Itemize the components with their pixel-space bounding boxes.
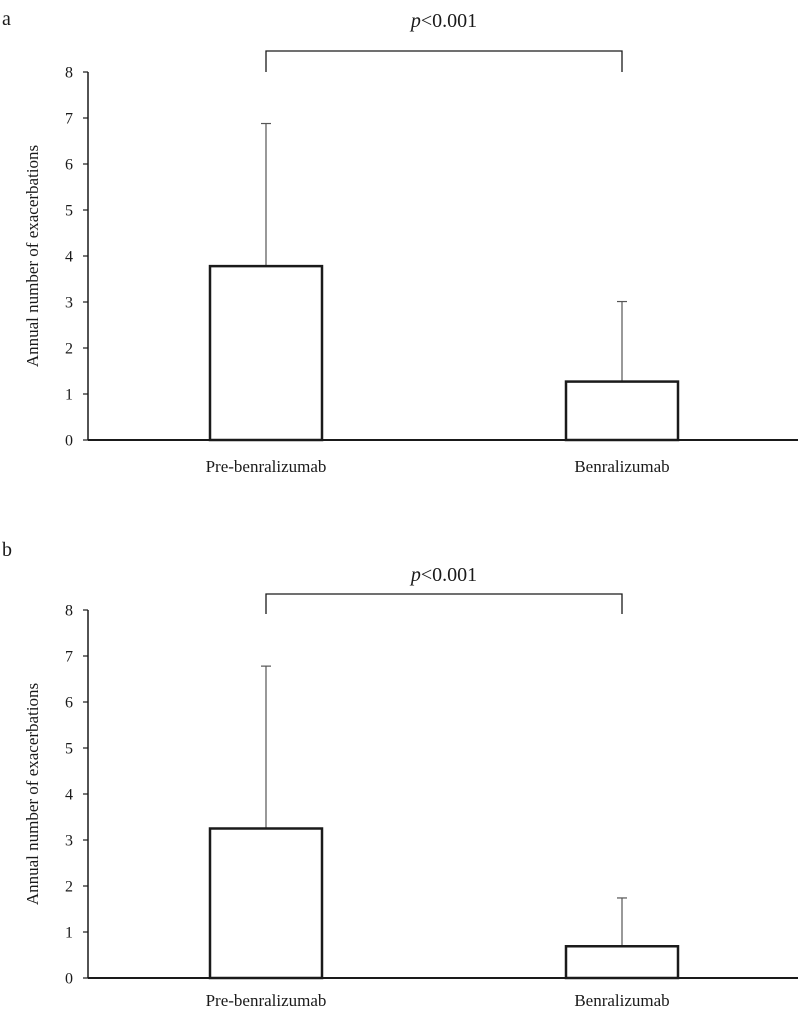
panel-b-y-tick-label: 5 — [65, 741, 73, 758]
panel-a-y-tick-label: 1 — [65, 387, 73, 404]
panel-a-y-tick-label: 6 — [65, 157, 73, 174]
panel-b-y-tick-label: 1 — [65, 925, 73, 942]
panel-a-bar-benralizumab — [564, 380, 680, 442]
panel-a-y-tick-label: 3 — [65, 295, 73, 312]
panel-b-y-tick-label: 8 — [65, 603, 73, 620]
panel-b-y-tick-label: 2 — [65, 879, 73, 896]
panel-a-y-tick-label: 2 — [65, 341, 73, 358]
panel-a-bar-pre-benralizumab — [208, 264, 324, 442]
panel-b-p-value: p<0.001 — [409, 564, 477, 586]
panel-b-bar-benralizumab — [564, 945, 680, 980]
panel-b-y-tick-label: 6 — [65, 695, 73, 712]
panel-a-y-tick-label: 7 — [65, 111, 73, 128]
panel-a-label: a — [2, 8, 11, 30]
panel-b-y-tick-label: 0 — [65, 971, 73, 988]
panel-a-y-tick-label: 5 — [65, 203, 73, 220]
panel-b-y-tick-label: 7 — [65, 649, 73, 666]
panel-a-y-tick-label: 8 — [65, 65, 73, 82]
panel-a-p-value: p<0.001 — [409, 10, 477, 32]
panel-a-significance-bracket — [265, 50, 623, 72]
panel-a-category-label: Benralizumab — [574, 457, 669, 476]
panel-b-category-label: Pre-benralizumab — [206, 991, 327, 1010]
panel-a-category-label: Pre-benralizumab — [206, 457, 327, 476]
panel-b-label: b — [2, 539, 12, 561]
panel-b-bar-pre-benralizumab — [208, 827, 324, 980]
panel-b-y-tick-label: 4 — [65, 787, 73, 804]
panel-b-y-axis-title: Annual number of exacerbations — [23, 683, 42, 905]
panel-a-y-axis-title: Annual number of exacerbations — [23, 145, 42, 367]
panel-b-significance-bracket — [265, 593, 623, 614]
panel-b-y-tick-label: 3 — [65, 833, 73, 850]
panel-b-category-label: Benralizumab — [574, 991, 669, 1010]
panel-a-y-tick-label: 4 — [65, 249, 73, 266]
panel-a-y-tick-label: 0 — [65, 433, 73, 450]
